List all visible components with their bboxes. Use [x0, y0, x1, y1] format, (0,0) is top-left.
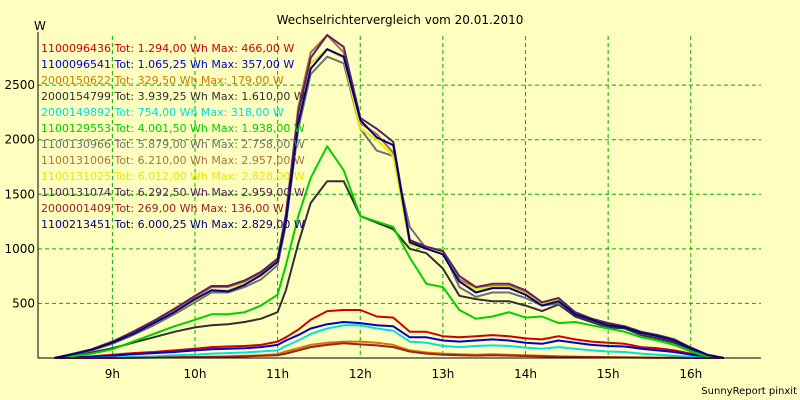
series-line-1100096541	[54, 321, 724, 359]
legend-entry-2000150622: 2000150622 Tot: 329,50 Wh Max: 179,00 W	[41, 74, 284, 87]
y-tick-label-2500: 2500	[4, 78, 35, 92]
series-layer	[54, 34, 724, 359]
x-tick-label-10h: 10h	[184, 367, 207, 381]
series-line-2000149892	[54, 324, 724, 359]
series-line-1100213451	[54, 48, 724, 359]
legend-entry-1100096436: 1100096436 Tot: 1.294,00 Wh Max: 466,00 …	[41, 42, 294, 55]
legend-entry-1100096541: 1100096541 Tot: 1.065,25 Wh Max: 357,00 …	[41, 58, 294, 71]
legend-entry-2000001409: 2000001409 Tot: 269,00 Wh Max: 136,00 W	[41, 202, 284, 215]
series-line-1100131074	[54, 34, 724, 359]
y-tick-label-1500: 1500	[4, 187, 35, 201]
x-tick-label-14h: 14h	[514, 367, 537, 381]
legend-entry-1100131074: 1100131074 Tot: 6.292,50 Wh Max: 2.959,0…	[41, 186, 305, 199]
axes	[37, 32, 761, 359]
legend-entry-1100129553: 1100129553 Tot: 4.001,50 Wh Max: 1.938,0…	[41, 122, 305, 135]
y-tick-label-500: 500	[12, 296, 35, 310]
x-tick-label-9h: 9h	[105, 367, 120, 381]
legend-entry-1100131025: 1100131025 Tot: 6.012,00 Wh Max: 2.828,0…	[41, 170, 305, 183]
legend-entry-1100130966: 1100130966 Tot: 5.879,00 Wh Max: 2.758,0…	[41, 138, 305, 151]
y-axis-unit: W	[34, 19, 46, 33]
x-tick-label-16h: 16h	[679, 367, 702, 381]
x-tick-label-11h: 11h	[266, 367, 289, 381]
series-line-2000154799	[54, 180, 724, 359]
tick-labels: 500 1000 1500 2000 2500 9h 10h 11h 12h 13h 14h 15h 1…	[4, 78, 702, 381]
series-line-2000001409	[54, 342, 724, 359]
x-tick-label-13h: 13h	[431, 367, 454, 381]
x-tick-label-15h: 15h	[597, 367, 620, 381]
grid	[38, 36, 761, 358]
legend-entry-1100131006: 1100131006 Tot: 6.210,00 Wh Max: 2.957,0…	[41, 154, 305, 167]
legend-entry-2000154799: 2000154799 Tot: 3.939,25 Wh Max: 1.610,0…	[41, 90, 305, 103]
legend-entry-2000149892: 2000149892 Tot: 754,00 Wh Max: 318,00 W	[41, 106, 284, 119]
y-tick-label-2000: 2000	[4, 133, 35, 147]
x-tick-label-12h: 12h	[349, 367, 372, 381]
credit-label: SunnyReport pinxit	[701, 386, 797, 397]
chart-title: Wechselrichtervergleich vom 20.01.2010	[277, 13, 524, 27]
y-tick-label-1000: 1000	[4, 242, 35, 256]
legend: 1100096436 Tot: 1.294,00 Wh Max: 466,00 …	[41, 42, 305, 231]
legend-entry-1100213451: 1100213451 Tot: 6.000,25 Wh Max: 2.829,0…	[41, 218, 305, 231]
series-line-1100096436	[54, 309, 724, 359]
series-line-1100129553	[54, 145, 724, 359]
